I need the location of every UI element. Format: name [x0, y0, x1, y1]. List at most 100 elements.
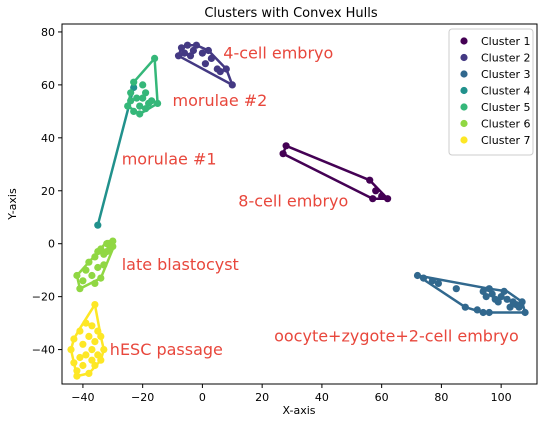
legend-marker: [460, 119, 468, 128]
point-cluster-3: [485, 308, 493, 317]
point-cluster-5: [133, 94, 141, 102]
point-cluster-3: [428, 277, 436, 285]
x-tick-label: 0: [199, 391, 206, 404]
x-tick-label: 100: [491, 391, 512, 404]
y-tick-label: 40: [41, 132, 55, 145]
point-cluster-3: [500, 287, 508, 295]
plot-frame: [61, 23, 538, 385]
y-tick-label: −40: [32, 344, 55, 357]
point-cluster-7: [76, 353, 84, 362]
point-cluster-3: [518, 298, 526, 306]
annotation-label: hESC passage: [110, 340, 223, 359]
point-cluster-3: [479, 287, 487, 295]
legend-marker: [460, 103, 468, 111]
point-cluster-3: [521, 308, 529, 317]
annotation-label: late blastocyst: [122, 255, 239, 274]
point-cluster-1: [366, 176, 374, 184]
annotation-label: 8-cell embryo: [238, 192, 348, 211]
point-cluster-5: [130, 107, 138, 115]
y-axis-ticks: −40 −20 0 20 40 60 80: [32, 26, 62, 357]
point-cluster-3: [482, 293, 490, 301]
legend-box: [448, 28, 534, 156]
point-cluster-3: [488, 290, 496, 298]
point-cluster-3: [419, 274, 428, 282]
y-tick-label: −20: [32, 291, 55, 304]
point-cluster-7: [91, 301, 99, 309]
y-tick-label: 20: [41, 185, 55, 198]
legend-label: Cluster 7: [481, 134, 531, 147]
point-cluster-6: [97, 274, 105, 282]
point-cluster-6: [73, 271, 81, 280]
point-cluster-3: [479, 308, 487, 317]
point-cluster-3: [413, 271, 422, 280]
point-cluster-2: [192, 41, 200, 49]
legend-marker: [460, 70, 468, 78]
point-cluster-3: [485, 285, 493, 293]
point-cluster-3: [473, 306, 481, 314]
point-cluster-1: [378, 192, 386, 200]
point-cluster-2: [228, 81, 236, 89]
point-cluster-5: [139, 81, 147, 89]
point-cluster-5: [130, 78, 138, 86]
point-cluster-6: [79, 277, 87, 285]
point-cluster-6: [82, 266, 90, 274]
legend-label: Cluster 2: [481, 52, 531, 65]
point-cluster-2: [186, 52, 195, 60]
point-cluster-6: [88, 271, 96, 280]
legend-label: Cluster 4: [481, 85, 531, 98]
point-cluster-7: [79, 340, 87, 348]
point-cluster-1: [384, 195, 392, 203]
point-cluster-6: [76, 285, 84, 293]
point-cluster-7: [88, 322, 96, 330]
legend-marker: [460, 136, 468, 144]
point-cluster-7: [73, 367, 81, 375]
point-cluster-5: [127, 97, 135, 105]
y-axis-label: Y-axis: [6, 188, 19, 221]
point-cluster-4: [130, 83, 138, 92]
point-cluster-3: [515, 303, 523, 311]
point-cluster-5: [151, 54, 159, 63]
point-cluster-2: [222, 65, 230, 73]
point-cluster-7: [91, 361, 99, 370]
point-cluster-3: [494, 298, 502, 306]
point-cluster-1: [369, 195, 377, 203]
point-cluster-2: [201, 60, 209, 68]
point-cluster-7: [94, 327, 102, 335]
point-cluster-7: [85, 369, 93, 377]
point-cluster-6: [109, 237, 117, 245]
point-cluster-7: [67, 346, 75, 354]
point-cluster-2: [216, 68, 224, 76]
point-cluster-1: [279, 150, 287, 158]
x-tick-label: 60: [375, 391, 389, 404]
point-cluster-7: [94, 351, 102, 359]
point-cluster-3: [452, 285, 460, 293]
x-tick-label: 80: [434, 391, 448, 404]
legend-marker: [460, 86, 468, 95]
legend-marker: [460, 37, 468, 45]
point-cluster-7: [79, 361, 87, 370]
point-cluster-7: [70, 359, 78, 367]
point-cluster-5: [136, 102, 144, 110]
annotation-label: 4-cell embryo: [223, 43, 333, 62]
annotation-label: morulae #2: [173, 91, 268, 110]
point-cluster-5: [124, 102, 132, 110]
point-cluster-4: [94, 221, 102, 229]
point-cluster-3: [461, 303, 469, 311]
y-tick-label: 60: [41, 79, 55, 92]
point-cluster-5: [139, 94, 147, 102]
y-tick-label: 0: [48, 238, 55, 251]
point-cluster-5: [142, 105, 150, 113]
point-cluster-2: [198, 49, 206, 57]
point-cluster-5: [127, 89, 135, 97]
point-cluster-2: [174, 52, 183, 60]
x-tick-label: −40: [71, 391, 94, 404]
point-cluster-5: [136, 110, 144, 118]
point-cluster-7: [82, 319, 90, 327]
x-tick-label: 20: [255, 391, 269, 404]
point-cluster-5: [154, 99, 162, 107]
y-tick-label: 80: [41, 26, 55, 39]
point-cluster-2: [183, 41, 192, 49]
point-cluster-3: [503, 295, 511, 303]
legend-label: Cluster 6: [481, 118, 531, 131]
point-cluster-2: [189, 46, 197, 55]
